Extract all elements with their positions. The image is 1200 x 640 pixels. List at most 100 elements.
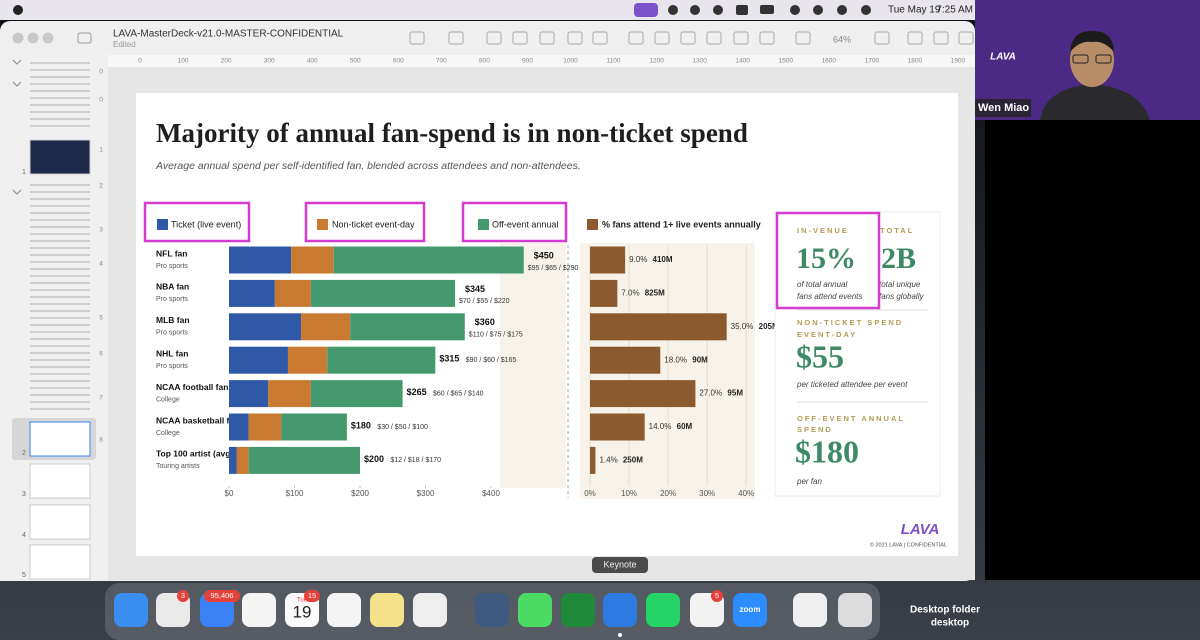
breakdown-label: $12 / $18 / $170 [390, 457, 441, 464]
window-close[interactable] [12, 32, 24, 44]
slide-thumbnail[interactable] [29, 544, 91, 580]
bar-segment [229, 413, 249, 441]
total-label: $180 [351, 420, 371, 430]
sidebar-toggle[interactable] [77, 32, 92, 44]
outline-line [30, 184, 90, 186]
dock-icon[interactable] [603, 593, 637, 627]
outline-line [30, 240, 90, 242]
dock-tooltip: Keynote [603, 559, 636, 569]
ruler-label: 3 [99, 227, 103, 234]
slide-thumbnail[interactable] [29, 463, 91, 499]
stat-label: IN-VENUE [797, 226, 849, 235]
category-note: Pro sports [156, 263, 188, 270]
apple-icon[interactable] [13, 5, 23, 15]
toolbar-button[interactable] [759, 31, 775, 45]
toolbar-button[interactable] [409, 31, 425, 45]
status-icon[interactable] [813, 5, 823, 15]
legend-swatch [157, 219, 168, 230]
window-minimize[interactable] [27, 32, 39, 44]
toolbar-button[interactable] [680, 31, 696, 45]
x-tick-label: 40% [738, 489, 754, 498]
x-tick-label: $300 [417, 489, 435, 498]
dock-icon[interactable] [370, 593, 404, 627]
bar-segment [229, 380, 269, 408]
category-label: MLB fan [156, 315, 190, 325]
toolbar-button[interactable] [907, 31, 923, 45]
status-icon[interactable] [668, 5, 678, 15]
status-icon[interactable] [690, 5, 700, 15]
toolbar-button[interactable] [654, 31, 670, 45]
menubar-time[interactable]: 7:25 AM [936, 5, 973, 16]
stat-value: 15% [796, 242, 856, 275]
ruler-label: 600 [393, 58, 404, 65]
participant-name: Wen Miao [978, 102, 1029, 114]
category-note: Touring artists [156, 463, 200, 470]
x-tick-label: 0% [584, 489, 596, 498]
highlight-box [775, 211, 881, 310]
stat-note: per ticketed attendee per event [796, 380, 908, 389]
disclosure[interactable] [12, 189, 22, 195]
dock-icon[interactable] [561, 593, 595, 627]
status-icon[interactable] [634, 3, 658, 17]
toolbar-button[interactable] [874, 31, 890, 45]
ruler-label: 1100 [607, 58, 621, 65]
zoom-level[interactable]: 64% [833, 34, 851, 44]
badge [204, 590, 240, 602]
breakdown-label: $95 / $65 / $290 [528, 265, 579, 272]
wifi-icon[interactable] [790, 5, 800, 15]
ruler-label: 100 [178, 58, 189, 65]
disclosure[interactable] [12, 81, 22, 87]
control-center-icon[interactable] [861, 5, 871, 15]
slide-number: 3 [22, 491, 26, 498]
toolbar-button[interactable] [958, 31, 974, 45]
ruler-label: 900 [522, 58, 533, 65]
search-icon[interactable] [837, 5, 847, 15]
ruler-label: 1600 [822, 58, 837, 65]
breakdown-label: $60 / $65 / $140 [433, 390, 484, 397]
dock-icon[interactable] [793, 593, 827, 627]
x-tick-label: 20% [660, 489, 676, 498]
toolbar-button[interactable] [733, 31, 749, 45]
stat-label: TOTAL [880, 226, 914, 235]
status-icon[interactable] [713, 5, 723, 15]
status-icon[interactable] [736, 5, 748, 15]
toolbar-button[interactable] [512, 31, 528, 45]
stat-note: fans attend events [797, 292, 862, 301]
dock-icon[interactable] [733, 593, 767, 627]
dock-icon[interactable] [327, 593, 361, 627]
dock-icon[interactable] [242, 593, 276, 627]
slide-thumbnail[interactable] [29, 504, 91, 540]
toolbar-button[interactable] [592, 31, 608, 45]
highlight-box [304, 201, 426, 243]
dock-icon[interactable] [646, 593, 680, 627]
toolbar-button[interactable] [486, 31, 502, 45]
battery-icon[interactable] [760, 5, 774, 14]
bar-segment [281, 413, 347, 441]
toolbar-button[interactable] [567, 31, 583, 45]
outline-line [30, 331, 90, 333]
badge [304, 590, 320, 602]
dock-icon[interactable] [518, 593, 552, 627]
menubar-date[interactable]: Tue May 19 [888, 5, 941, 16]
dock-icon[interactable] [838, 593, 872, 627]
dock-icon[interactable] [114, 593, 148, 627]
toolbar-button[interactable] [706, 31, 722, 45]
dock-icon[interactable] [475, 593, 509, 627]
slide-thumbnail[interactable] [29, 139, 91, 175]
toolbar-button[interactable] [628, 31, 644, 45]
dock-icon[interactable] [413, 593, 447, 627]
toolbar-button[interactable] [448, 31, 464, 45]
slide-thumbnail[interactable] [29, 421, 91, 457]
toolbar-button[interactable] [539, 31, 555, 45]
ruler-label: 1400 [735, 58, 750, 65]
window-zoom[interactable] [42, 32, 54, 44]
audience-label: 95M [727, 389, 743, 398]
outline-line [30, 303, 90, 305]
legend-label: Non-ticket event-day [332, 219, 415, 229]
bar [590, 246, 626, 274]
disclosure[interactable] [12, 59, 22, 65]
bar-segment [274, 279, 311, 307]
toolbar-button[interactable] [795, 31, 811, 45]
toolbar-button[interactable] [933, 31, 949, 45]
